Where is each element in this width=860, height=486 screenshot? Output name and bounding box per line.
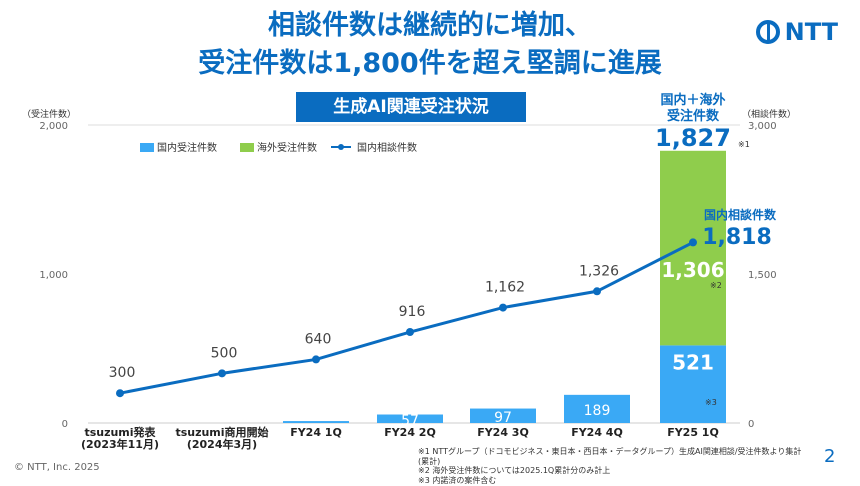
x-tick-label: tsuzumi商用開始 bbox=[175, 425, 268, 439]
bar-label: 521 bbox=[672, 350, 714, 374]
y-axis-right-label: （相談件数） bbox=[742, 108, 796, 120]
title-line-2: 受注件数は1,800件を超え堅調に進展 bbox=[198, 48, 662, 79]
line-label: 640 bbox=[305, 331, 332, 347]
line-point bbox=[218, 369, 226, 378]
x-tick-label: FY24 1Q bbox=[290, 426, 342, 439]
title-line-1: 相談件数は継続的に増加、 bbox=[268, 10, 592, 41]
subtitle-banner: 生成AI関連受注状況 bbox=[296, 92, 526, 122]
x-tick-label: FY24 2Q bbox=[384, 426, 436, 439]
footnotes: ※1 NTTグループ（ドコモビジネス・東日本・西日本・データグループ）生成AI関… bbox=[418, 447, 812, 485]
bar-label: 97 bbox=[494, 410, 512, 426]
legend-marker bbox=[338, 144, 344, 150]
x-tick-label: FY25 1Q bbox=[667, 426, 719, 439]
bar-label: 189 bbox=[584, 403, 611, 419]
x-tick-label: tsuzumi発表 bbox=[84, 425, 156, 439]
legend-label: 国内相談件数 bbox=[357, 141, 417, 154]
bar-domestic-orders bbox=[377, 414, 443, 423]
line-label: 300 bbox=[109, 365, 136, 381]
bar-domestic-orders bbox=[283, 421, 349, 423]
bar-label: 1,306 bbox=[661, 258, 724, 282]
bar-overseas-orders bbox=[660, 150, 726, 346]
bar-label: 57 bbox=[401, 413, 419, 429]
line-label: 1,162 bbox=[485, 280, 525, 296]
y-tick-label: 1,000 bbox=[39, 270, 68, 281]
bar-domestic-orders bbox=[660, 345, 726, 423]
legend-swatch bbox=[240, 143, 254, 152]
copyright: © NTT, Inc. 2025 bbox=[14, 462, 100, 473]
ntt-logo-icon bbox=[755, 20, 780, 44]
line-point bbox=[116, 389, 124, 398]
line-point bbox=[499, 303, 507, 312]
bar-domestic-orders bbox=[564, 394, 630, 423]
total-title: 国内＋海外 bbox=[660, 92, 725, 108]
consult-value: 1,818 bbox=[702, 225, 772, 250]
line-point bbox=[406, 328, 414, 337]
page-number: 2 bbox=[824, 446, 836, 467]
line-label: 500 bbox=[211, 345, 238, 361]
line-label: 1,326 bbox=[579, 263, 619, 279]
footnote-3: ※3 内諾済の案件含む bbox=[418, 475, 497, 485]
footnote-1: ※1 NTTグループ（ドコモビジネス・東日本・西日本・データグループ）生成AI関… bbox=[418, 447, 802, 466]
ntt-logo: NTT bbox=[755, 18, 838, 46]
y-right-tick-label: 1,500 bbox=[748, 270, 777, 281]
x-tick-label: FY24 3Q bbox=[477, 426, 529, 439]
y-right-tick-label: 0 bbox=[748, 419, 754, 430]
legend-swatch bbox=[140, 143, 154, 152]
line-point bbox=[593, 287, 601, 296]
total-title: 受注件数 bbox=[667, 108, 720, 124]
y-tick-label: 0 bbox=[62, 419, 68, 430]
legend-label: 国内受注件数 bbox=[157, 141, 217, 154]
legend-label: 海外受注件数 bbox=[257, 141, 317, 154]
logo-text: NTT bbox=[784, 18, 838, 46]
consult-title: 国内相談件数 bbox=[704, 207, 777, 222]
line-point bbox=[689, 238, 697, 247]
footnote-2: ※2 海外受注件数については2025.1Q累計分のみ計上 bbox=[418, 466, 611, 475]
y-right-tick-label: 3,000 bbox=[748, 121, 777, 132]
line-point bbox=[312, 355, 320, 364]
line-label: 916 bbox=[399, 304, 426, 320]
note-marker: ※2 bbox=[710, 281, 722, 290]
note-marker: ※3 bbox=[705, 398, 717, 407]
bar-domestic-orders bbox=[470, 408, 536, 423]
x-tick-label: (2024年3月) bbox=[187, 437, 257, 451]
note-marker: ※1 bbox=[738, 140, 750, 149]
x-tick-label: (2023年11月) bbox=[81, 437, 159, 451]
x-tick-label: FY24 4Q bbox=[571, 426, 623, 439]
y-axis-label: （受注件数） bbox=[22, 108, 76, 120]
y-tick-label: 2,000 bbox=[39, 121, 68, 132]
total-value: 1,827 bbox=[655, 124, 731, 152]
